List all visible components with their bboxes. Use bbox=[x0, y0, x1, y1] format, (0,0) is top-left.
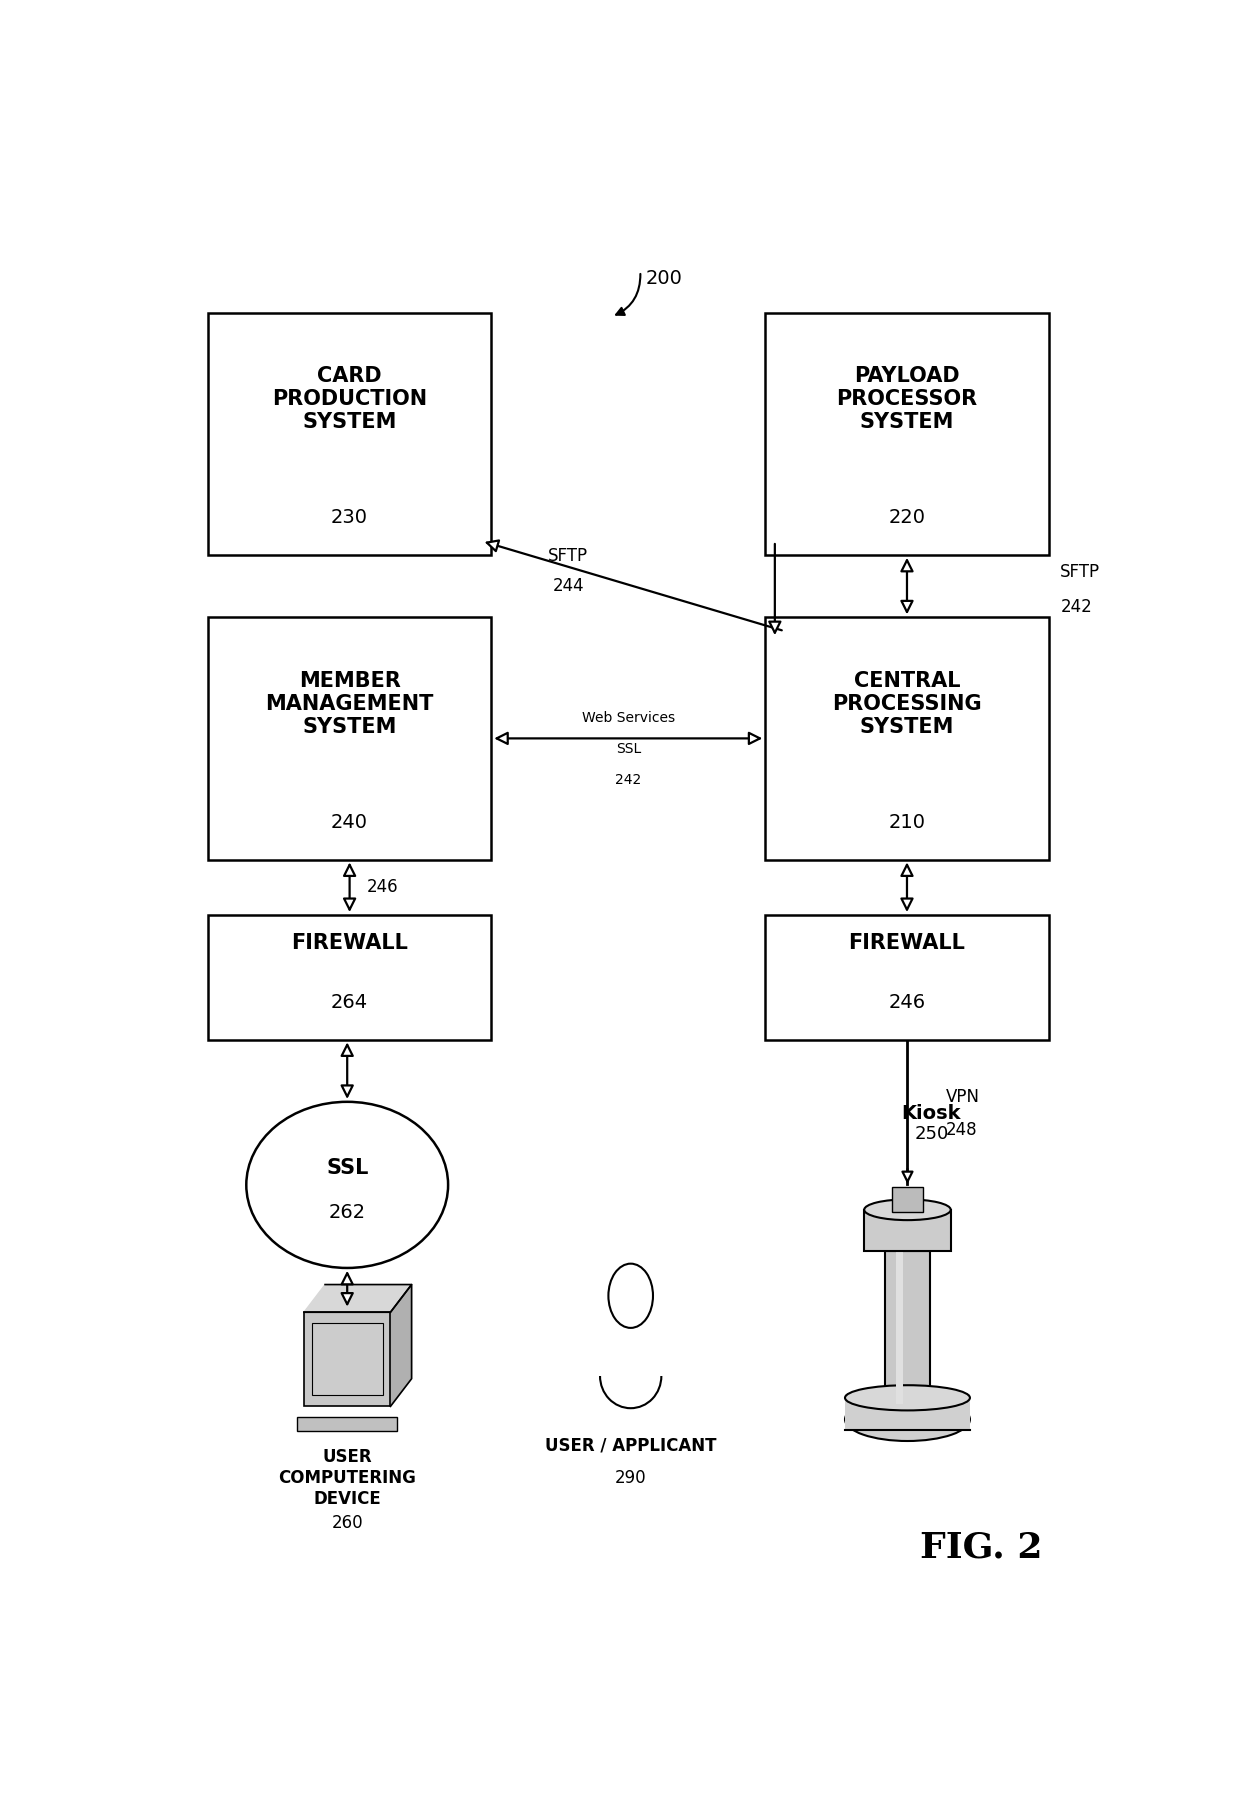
FancyBboxPatch shape bbox=[311, 1323, 383, 1395]
Text: USER / APPLICANT: USER / APPLICANT bbox=[544, 1437, 717, 1455]
Polygon shape bbox=[391, 1284, 412, 1406]
Text: USER
COMPUTERING
DEVICE: USER COMPUTERING DEVICE bbox=[278, 1447, 417, 1507]
Text: FIREWALL: FIREWALL bbox=[291, 933, 408, 953]
Text: 264: 264 bbox=[331, 992, 368, 1012]
Text: SFTP: SFTP bbox=[1060, 563, 1100, 581]
Ellipse shape bbox=[864, 1199, 951, 1221]
Text: Web Services: Web Services bbox=[582, 710, 675, 725]
Text: 262: 262 bbox=[329, 1203, 366, 1223]
FancyBboxPatch shape bbox=[765, 915, 1049, 1039]
FancyArrowPatch shape bbox=[616, 273, 640, 315]
Text: 242: 242 bbox=[1060, 599, 1092, 617]
FancyBboxPatch shape bbox=[765, 313, 1049, 556]
Text: 260: 260 bbox=[331, 1514, 363, 1532]
Text: SSL: SSL bbox=[616, 743, 641, 757]
Text: 246: 246 bbox=[888, 992, 925, 1012]
FancyBboxPatch shape bbox=[765, 617, 1049, 859]
Text: 230: 230 bbox=[331, 509, 368, 527]
Ellipse shape bbox=[844, 1397, 970, 1440]
FancyBboxPatch shape bbox=[864, 1210, 951, 1251]
Text: 220: 220 bbox=[889, 509, 925, 527]
Text: 244: 244 bbox=[552, 577, 584, 595]
Ellipse shape bbox=[844, 1384, 970, 1410]
Text: FIREWALL: FIREWALL bbox=[848, 933, 966, 953]
Circle shape bbox=[609, 1264, 653, 1329]
Text: SFTP: SFTP bbox=[548, 547, 588, 565]
Text: SSL: SSL bbox=[326, 1158, 368, 1178]
FancyBboxPatch shape bbox=[892, 1187, 923, 1212]
Text: PAYLOAD
PROCESSOR
SYSTEM: PAYLOAD PROCESSOR SYSTEM bbox=[837, 367, 977, 432]
Polygon shape bbox=[304, 1284, 412, 1313]
FancyBboxPatch shape bbox=[595, 1338, 666, 1375]
FancyBboxPatch shape bbox=[208, 617, 491, 859]
Text: 200: 200 bbox=[646, 268, 683, 288]
FancyBboxPatch shape bbox=[304, 1313, 391, 1406]
Text: Kiosk: Kiosk bbox=[901, 1104, 961, 1122]
FancyBboxPatch shape bbox=[208, 915, 491, 1039]
Text: 248: 248 bbox=[946, 1120, 977, 1138]
FancyBboxPatch shape bbox=[844, 1393, 970, 1429]
FancyBboxPatch shape bbox=[897, 1251, 903, 1404]
Text: 210: 210 bbox=[889, 813, 925, 832]
Text: VPN: VPN bbox=[946, 1088, 980, 1106]
Text: FIG. 2: FIG. 2 bbox=[920, 1530, 1043, 1564]
Text: 246: 246 bbox=[367, 877, 398, 895]
FancyBboxPatch shape bbox=[298, 1417, 397, 1431]
Ellipse shape bbox=[247, 1102, 448, 1268]
Text: MEMBER
MANAGEMENT
SYSTEM: MEMBER MANAGEMENT SYSTEM bbox=[265, 671, 434, 737]
Text: CENTRAL
PROCESSING
SYSTEM: CENTRAL PROCESSING SYSTEM bbox=[832, 671, 982, 737]
Text: 240: 240 bbox=[331, 813, 368, 832]
Text: CARD
PRODUCTION
SYSTEM: CARD PRODUCTION SYSTEM bbox=[272, 367, 427, 432]
Ellipse shape bbox=[600, 1343, 661, 1408]
Text: 290: 290 bbox=[615, 1469, 646, 1487]
Text: 250: 250 bbox=[914, 1126, 949, 1144]
FancyBboxPatch shape bbox=[885, 1251, 930, 1404]
FancyBboxPatch shape bbox=[208, 313, 491, 556]
Text: 242: 242 bbox=[615, 773, 641, 788]
